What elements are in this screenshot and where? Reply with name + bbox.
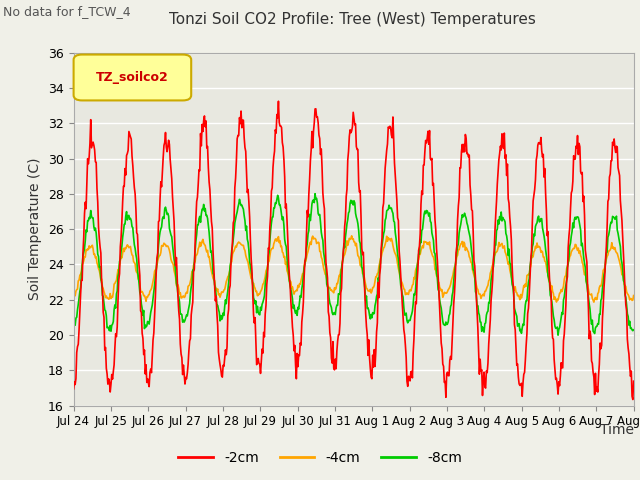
-8cm — [311, 191, 319, 196]
Legend: -2cm, -4cm, -8cm: -2cm, -4cm, -8cm — [173, 445, 467, 471]
Text: Tonzi Soil CO2 Profile: Tree (West) Temperatures: Tonzi Soil CO2 Profile: Tree (West) Temp… — [168, 12, 536, 27]
-8cm — [224, 288, 232, 294]
-8cm — [439, 319, 447, 324]
-4cm — [590, 299, 598, 305]
-8cm — [554, 332, 562, 338]
-2cm — [422, 140, 430, 146]
-4cm — [138, 289, 145, 295]
-4cm — [70, 296, 77, 302]
-2cm — [195, 181, 202, 187]
-8cm — [422, 208, 430, 214]
Line: -8cm: -8cm — [74, 193, 634, 335]
Text: No data for f_TCW_4: No data for f_TCW_4 — [3, 5, 131, 18]
-4cm — [348, 233, 355, 239]
-8cm — [630, 327, 637, 333]
-4cm — [224, 274, 232, 280]
-2cm — [80, 235, 88, 240]
-4cm — [195, 246, 202, 252]
-2cm — [224, 313, 232, 319]
-4cm — [439, 294, 447, 300]
Y-axis label: Soil Temperature (C): Soil Temperature (C) — [28, 158, 42, 300]
-2cm — [629, 396, 637, 402]
-2cm — [275, 98, 282, 104]
FancyBboxPatch shape — [74, 55, 191, 100]
-4cm — [80, 258, 88, 264]
-8cm — [195, 222, 202, 228]
-2cm — [138, 310, 145, 315]
Text: Time: Time — [600, 423, 634, 437]
-2cm — [439, 361, 447, 367]
Line: -4cm: -4cm — [74, 236, 634, 302]
-8cm — [80, 250, 88, 255]
-8cm — [138, 301, 145, 307]
Text: TZ_soilco2: TZ_soilco2 — [96, 71, 169, 84]
-4cm — [422, 240, 430, 245]
-4cm — [630, 293, 637, 299]
-8cm — [70, 325, 77, 331]
Line: -2cm: -2cm — [74, 101, 634, 399]
-2cm — [70, 386, 77, 392]
-2cm — [630, 378, 637, 384]
